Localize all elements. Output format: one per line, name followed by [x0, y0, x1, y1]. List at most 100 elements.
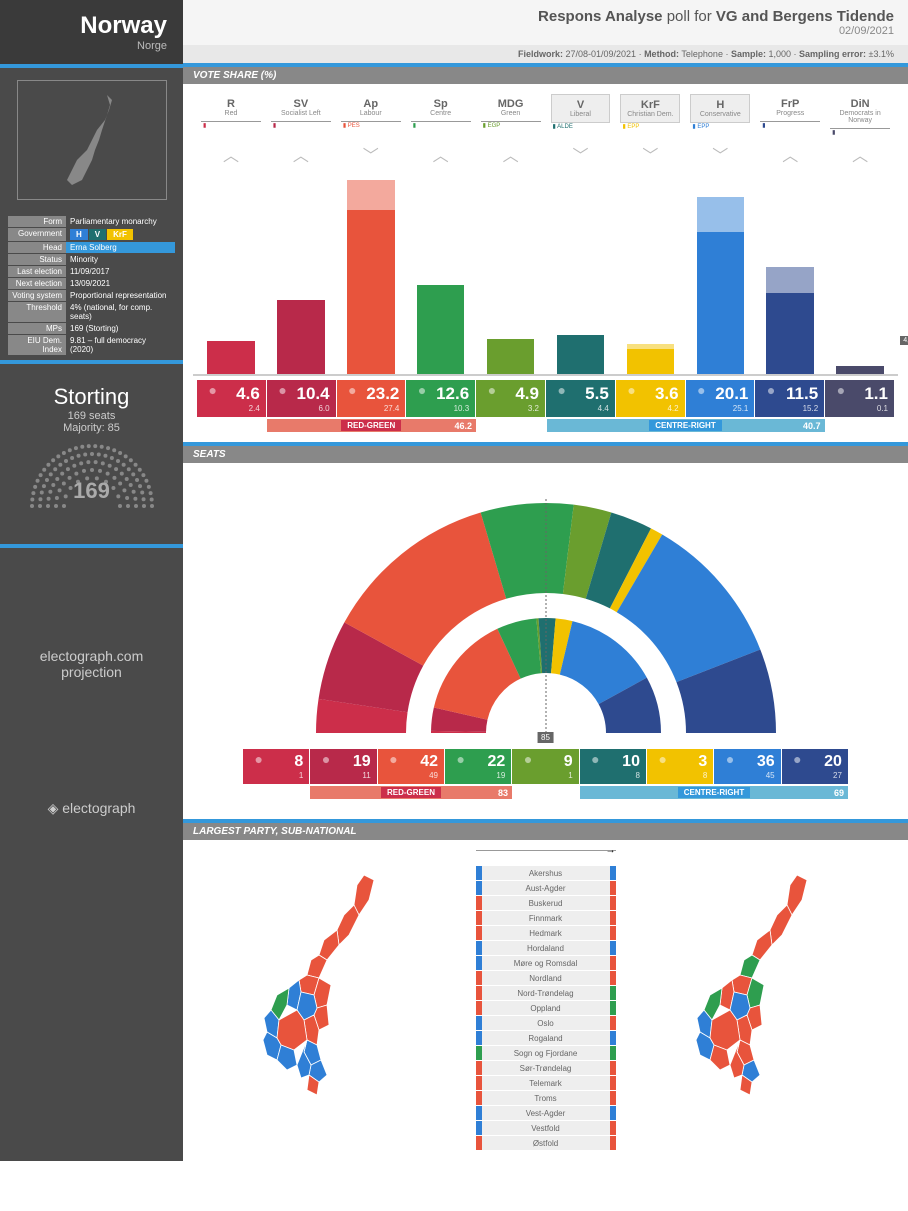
regions-container: AkershusAust-AgderBuskerudFinnmarkHedmar… [476, 866, 616, 1150]
region-row: Nordland [476, 971, 616, 985]
sidebar: Norway Norge FormParliamentary monarchy … [0, 0, 183, 1161]
trend-arrow: ︿ [407, 136, 475, 172]
poll-title: Respons Analyse poll for VG and Bergens … [197, 8, 894, 25]
meta-bar: Fieldwork: 27/08-01/09/2021 · Method: Te… [183, 45, 908, 63]
bar [616, 176, 684, 374]
bars-area: 4,0 [193, 176, 898, 376]
party-header: KrFChristian Dem.▮ EPP [616, 94, 684, 136]
region-list: → AkershusAust-AgderBuskerudFinnmarkHedm… [476, 850, 616, 1151]
party-header: RRed▮ [197, 94, 265, 136]
seat-coalition-redgreen: RED-GREEN8379 [310, 786, 512, 799]
form-value: Parliamentary monarchy [66, 216, 175, 227]
seat-box: ●91 [512, 749, 578, 784]
region-row: Vestfold [476, 1121, 616, 1135]
region-row: Oppland [476, 1001, 616, 1015]
result-box: ●4.62.4 [197, 380, 266, 417]
country-native: Norge [16, 40, 167, 52]
region-row: Akershus [476, 866, 616, 880]
region-row: Vest-Agder [476, 1106, 616, 1120]
party-arrows: ︿︿﹀︿︿﹀﹀﹀︿︿ [193, 136, 898, 172]
result-box: ●23.227.4 [337, 380, 406, 417]
result-box: ●20.125.1 [686, 380, 755, 417]
last-label: Last election [8, 266, 66, 277]
threshold-marker: 4,0 [900, 336, 908, 345]
parliament-majority: Majority: 85 [10, 422, 173, 434]
seat-box: ●4249 [378, 749, 444, 784]
spacer [826, 419, 895, 432]
voteshare-label: VOTE SHARE (%) [183, 67, 908, 84]
map-right [626, 850, 899, 1130]
spacer [477, 419, 546, 432]
bar [547, 176, 615, 374]
system-label: Voting system [8, 290, 66, 301]
region-list-header: → [476, 850, 616, 862]
eiu-value: 9.81 – full democracy (2020) [66, 335, 175, 355]
spacer [513, 786, 579, 799]
seats-chart: 85 ●81●1911●4249●2219●91●108●38●3645●202… [183, 463, 908, 819]
next-value: 13/09/2021 [66, 278, 175, 289]
trend-arrow: ︿ [477, 136, 545, 172]
poll-date: 02/09/2021 [197, 25, 894, 37]
region-row: Nord-Trøndelag [476, 986, 616, 1000]
poll-for: poll for [667, 8, 712, 25]
country-header: Norway Norge [0, 0, 183, 64]
page-container: Norway Norge FormParliamentary monarchy … [0, 0, 908, 1161]
seat-box: ●81 [243, 749, 309, 784]
seat-box: ●2219 [445, 749, 511, 784]
gov-badge: V [89, 229, 106, 240]
sample: 1,000 [768, 49, 791, 59]
coalition-row: RED-GREEN46.243.8CENTRE-RIGHT40.748.9 [193, 419, 898, 432]
mps-label: MPs [8, 323, 66, 334]
mps-value: 169 (Storting) [66, 323, 175, 334]
trend-arrow: ︿ [756, 136, 824, 172]
party-header: HConservative▮ EPP [686, 94, 754, 136]
main-content: Respons Analyse poll for VG and Bergens … [183, 0, 908, 1161]
arrow-right-icon: → [606, 845, 616, 856]
result-box: ●11.515.2 [755, 380, 824, 417]
seat-count: 169 [73, 478, 110, 504]
results-row: ●4.62.4●10.46.0●23.227.4●12.610.3●4.93.2… [193, 378, 898, 419]
seat-results: ●81●1911●4249●2219●91●108●38●3645●2027 [203, 747, 888, 786]
head-value: Erna Solberg [66, 242, 175, 253]
parliament-seats: 169 seats [10, 410, 173, 422]
storting-section: Storting 169 seats Majority: 85 169 [0, 364, 183, 544]
logo: ◈ electograph [0, 780, 183, 837]
norway-silhouette-icon [57, 90, 127, 190]
region-row: Rogaland [476, 1031, 616, 1045]
party-header: SVSocialist Left▮ [267, 94, 335, 136]
region-row: Sør-Trøndelag [476, 1061, 616, 1075]
region-row: Hedmark [476, 926, 616, 940]
region-row: Troms [476, 1091, 616, 1105]
status-value: Minority [66, 254, 175, 265]
subnational-section: → AkershusAust-AgderBuskerudFinnmarkHedm… [183, 840, 908, 1161]
bar [826, 176, 894, 374]
fieldwork-label: Fieldwork: [518, 49, 563, 59]
map-left [193, 850, 466, 1130]
coalition-centreright: CENTRE-RIGHT40.748.9 [547, 419, 825, 432]
method: Telephone [681, 49, 723, 59]
trend-arrow: ﹀ [337, 136, 405, 172]
seats-label: SEATS [183, 446, 908, 463]
parliament-name: Storting [10, 384, 173, 410]
bar [267, 176, 335, 374]
subnational-label: LARGEST PARTY, SUB-NATIONAL [183, 823, 908, 840]
region-row: Buskerud [476, 896, 616, 910]
bar [407, 176, 475, 374]
bar [477, 176, 545, 374]
party-header: FrPProgress▮ [756, 94, 824, 136]
info-table: FormParliamentary monarchy GovernmentHVK… [0, 212, 183, 360]
region-row: Telemark [476, 1076, 616, 1090]
norway-map-right-icon [682, 860, 842, 1120]
seat-box: ●1911 [310, 749, 376, 784]
party-header: VLiberal▮ ALDE [547, 94, 615, 136]
eiu-label: EIU Dem. Index [8, 335, 66, 355]
projection-label: electograph.comprojection [0, 548, 183, 780]
trend-arrow: ﹀ [547, 136, 615, 172]
threshold-value: 4% (national, for comp. seats) [66, 302, 175, 322]
region-row: Møre og Romsdal [476, 956, 616, 970]
trend-arrow: ︿ [197, 136, 265, 172]
logo-text: electograph [62, 800, 135, 816]
logo-icon: ◈ [48, 800, 59, 816]
seat-box: ●3645 [714, 749, 780, 784]
trend-arrow: ︿ [267, 136, 335, 172]
